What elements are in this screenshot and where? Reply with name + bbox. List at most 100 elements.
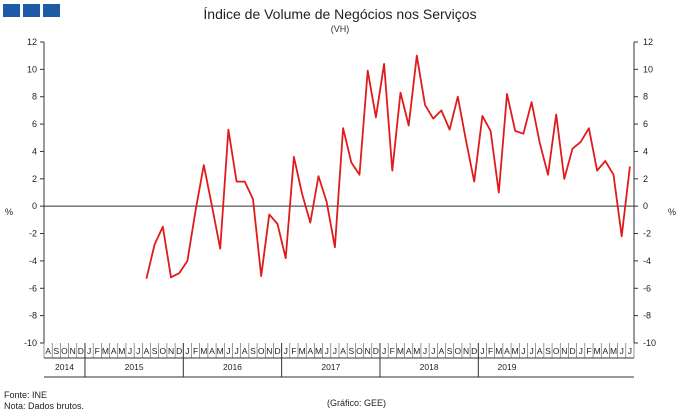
y-tick-label-left: -8	[29, 311, 37, 321]
x-month-label: M	[594, 346, 601, 356]
x-month-label: A	[406, 346, 412, 356]
x-month-label: S	[545, 346, 551, 356]
x-month-label: D	[569, 346, 575, 356]
chart-subtitle: (VH)	[330, 24, 350, 34]
y-tick-label-left: 8	[32, 92, 37, 102]
x-month-label: S	[348, 346, 354, 356]
x-month-label: N	[365, 346, 371, 356]
y-tick-label-left: -2	[29, 229, 37, 239]
x-month-label: A	[602, 346, 608, 356]
x-month-label: M	[495, 346, 502, 356]
y-tick-label-left: 12	[27, 37, 37, 47]
source-note: Fonte: INE	[4, 390, 48, 400]
x-month-label: M	[118, 346, 125, 356]
x-month-label: O	[356, 346, 363, 356]
y-tick-label-right: 2	[643, 174, 648, 184]
x-month-label: J	[480, 346, 484, 356]
logo-square	[43, 4, 60, 17]
y-tick-label-right: -8	[643, 311, 651, 321]
x-month-label: J	[423, 346, 427, 356]
x-month-label: D	[471, 346, 477, 356]
x-year-label: 2015	[125, 362, 144, 372]
x-month-label: F	[291, 346, 296, 356]
y-tick-label-left: -10	[24, 338, 37, 348]
y-tick-label-left: 0	[32, 201, 37, 211]
x-month-label: O	[160, 346, 167, 356]
y-tick-label-right: -2	[643, 229, 651, 239]
x-month-label: J	[382, 346, 386, 356]
y-tick-label-right: 10	[643, 64, 653, 74]
x-month-label: A	[209, 346, 215, 356]
x-month-label: O	[258, 346, 265, 356]
x-month-label: N	[70, 346, 76, 356]
x-month-label: A	[307, 346, 313, 356]
x-month-label: J	[284, 346, 288, 356]
x-month-label: O	[455, 346, 462, 356]
x-month-label: J	[128, 346, 132, 356]
x-month-label: A	[45, 346, 51, 356]
x-month-label: A	[439, 346, 445, 356]
y-tick-label-right: 12	[643, 37, 653, 47]
x-month-label: J	[579, 346, 583, 356]
y-tick-label-left: 10	[27, 64, 37, 74]
x-month-label: N	[463, 346, 469, 356]
x-month-label: O	[553, 346, 560, 356]
logo-square	[23, 4, 40, 17]
x-month-label: J	[87, 346, 91, 356]
y-tick-label-left: -4	[29, 256, 37, 266]
x-month-label: F	[488, 346, 493, 356]
x-month-label: A	[242, 346, 248, 356]
y-tick-label-left: 2	[32, 174, 37, 184]
x-month-label: J	[529, 346, 533, 356]
y-tick-label-left: -6	[29, 283, 37, 293]
x-month-label: A	[111, 346, 117, 356]
x-month-label: A	[504, 346, 510, 356]
y-tick-label-right: 0	[643, 201, 648, 211]
x-year-label: 2016	[223, 362, 242, 372]
y-tick-label-right: 4	[643, 146, 648, 156]
x-month-label: F	[586, 346, 591, 356]
x-month-label: F	[95, 346, 100, 356]
y-tick-label-left: 4	[32, 146, 37, 156]
x-month-label: J	[185, 346, 189, 356]
x-month-label: S	[152, 346, 158, 356]
y-tick-label-right: -4	[643, 256, 651, 266]
logo-square	[3, 4, 20, 17]
x-month-label: J	[620, 346, 624, 356]
y-tick-label-left: 6	[32, 119, 37, 129]
x-month-label: J	[136, 346, 140, 356]
x-month-label: D	[78, 346, 84, 356]
x-month-label: S	[250, 346, 256, 356]
x-month-label: M	[299, 346, 306, 356]
x-month-label: M	[200, 346, 207, 356]
x-month-label: J	[628, 346, 632, 356]
y-tick-label-right: -6	[643, 283, 651, 293]
chart-axes	[43, 42, 635, 343]
x-year-label: 2018	[420, 362, 439, 372]
x-month-label: J	[431, 346, 435, 356]
y-axis-label-right: %	[668, 207, 676, 217]
chart-credit: (Gráfico: GEE)	[327, 398, 387, 408]
x-month-label: M	[413, 346, 420, 356]
x-month-label: M	[315, 346, 322, 356]
x-month-label: J	[521, 346, 525, 356]
x-month-label: A	[340, 346, 346, 356]
x-month-label: M	[512, 346, 519, 356]
data-note: Nota: Dados brutos.	[4, 401, 85, 411]
x-month-label: S	[53, 346, 59, 356]
y-axis-ticks: -10 -10 -8 -8 -6 -6 -4 -4 -2 -2 0 0 2 2 4 4 6 6 8 8 10 10 12 12	[24, 37, 656, 348]
series-layer	[145, 54, 631, 279]
y-tick-label-right: -10	[643, 338, 656, 348]
y-tick-label-right: 6	[643, 119, 648, 129]
y-axis-label-left: %	[5, 207, 13, 217]
y-tick-label-right: 8	[643, 92, 648, 102]
x-month-label: M	[397, 346, 404, 356]
x-month-label: J	[226, 346, 230, 356]
x-month-label: M	[217, 346, 224, 356]
x-month-label: D	[373, 346, 379, 356]
series-line	[145, 54, 631, 279]
x-month-label: O	[61, 346, 68, 356]
x-month-label: S	[447, 346, 453, 356]
